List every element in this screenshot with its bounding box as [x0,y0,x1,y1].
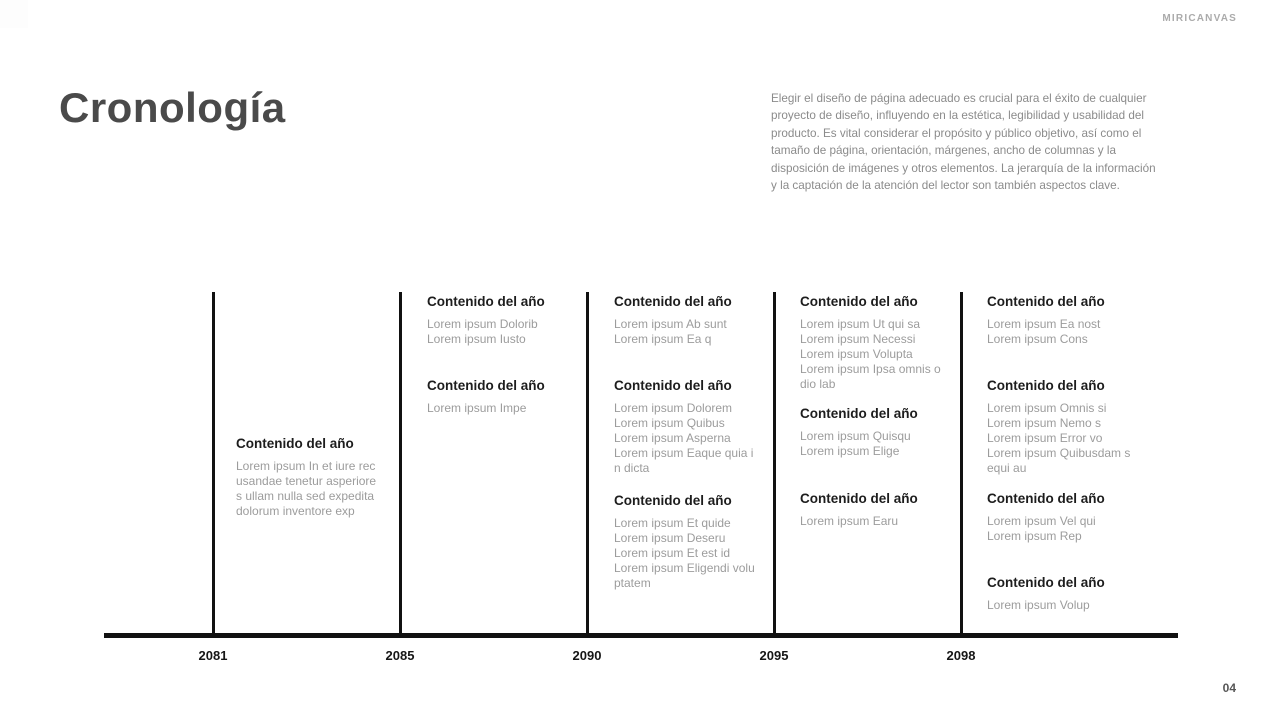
entry-body: Lorem ipsum Dolorem Lorem ipsum Quibus L… [614,401,754,475]
timeline-tick [399,292,402,635]
page-number: 04 [1222,681,1236,695]
entry-body: Lorem ipsum Volup [987,598,1090,612]
timeline-tick [773,292,776,635]
entry-title: Contenido del año [987,575,1105,590]
timeline-entry: Contenido del año Lorem ipsum Omnis si Lo… [987,378,1159,476]
entry-title: Contenido del año [236,436,354,451]
entry-title: Contenido del año [987,294,1105,309]
entry-title: Contenido del año [800,406,918,421]
entry-title: Contenido del año [614,294,732,309]
entry-title: Contenido del año [987,491,1105,506]
year-label: 2095 [759,648,789,663]
timeline-entry: Contenido del año Lorem ipsum In et iure … [236,436,408,519]
year-label: 2081 [198,648,228,663]
timeline-entry: Contenido del año Lorem ipsum Et quide Lo… [614,493,786,591]
entry-title: Contenido del año [987,378,1105,393]
entry-body: Lorem ipsum Ea nost Lorem ipsum Cons [987,317,1101,346]
entry-title: Contenido del año [427,294,545,309]
timeline-entry: Contenido del año Lorem ipsum Quisqu Lore… [800,406,972,459]
timeline-entry: Contenido del año Lorem ipsum Vel qui Lor… [987,491,1159,544]
timeline-axis [104,633,1178,638]
entry-body: Lorem ipsum Impe [427,401,527,415]
timeline-tick [586,292,589,635]
year-label: 2090 [572,648,602,663]
corner-mark [0,0,28,28]
entry-body: Lorem ipsum Vel qui Lorem ipsum Rep [987,514,1096,543]
timeline-entry: Contenido del año Lorem ipsum Earu [800,491,972,529]
year-label: 2098 [946,648,976,663]
year-label: 2085 [385,648,415,663]
entry-body: Lorem ipsum Ab sunt Lorem ipsum Ea q [614,317,727,346]
timeline-entry: Contenido del año Lorem ipsum Ea nost Lor… [987,294,1159,347]
entry-title: Contenido del año [800,491,918,506]
entry-body: Lorem ipsum Earu [800,514,899,528]
page-title: Cronología [59,84,286,131]
entry-body: Lorem ipsum Ut qui sa Lorem ipsum Necess… [800,317,941,391]
timeline-entry: Contenido del año Lorem ipsum Ab sunt Lor… [614,294,786,347]
timeline-tick [212,292,215,635]
entry-body: Lorem ipsum Omnis si Lorem ipsum Nemo s … [987,401,1131,475]
entry-body: Lorem ipsum Et quide Lorem ipsum Deseru … [614,516,755,590]
timeline-entry: Contenido del año Lorem ipsum Ut qui sa L… [800,294,972,392]
timeline-tick [960,292,963,635]
entry-body: Lorem ipsum Dolorib Lorem ipsum Iusto [427,317,538,346]
entry-title: Contenido del año [614,378,732,393]
timeline-entry: Contenido del año Lorem ipsum Volup [987,575,1159,613]
brand-logo: MIRICANVAS [1162,13,1237,24]
entry-title: Contenido del año [614,493,732,508]
entry-title: Contenido del año [800,294,918,309]
entry-body: Lorem ipsum Quisqu Lorem ipsum Elige [800,429,911,458]
timeline-entry: Contenido del año Lorem ipsum Dolorem Lor… [614,378,786,476]
intro-paragraph: Elegir el diseño de página adecuado es c… [771,92,1156,193]
timeline-entry: Contenido del año Lorem ipsum Dolorib Lor… [427,294,599,347]
entry-body: Lorem ipsum In et iure rec usandae tenet… [236,459,377,518]
entry-title: Contenido del año [427,378,545,393]
timeline-entry: Contenido del año Lorem ipsum Impe [427,378,599,416]
